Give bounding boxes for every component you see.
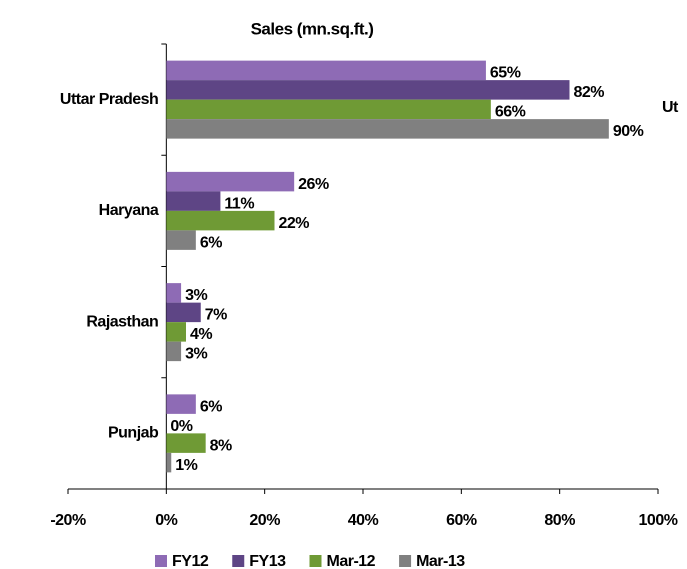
data-label: 7% xyxy=(205,307,227,324)
bar xyxy=(166,60,486,81)
legend-swatch xyxy=(399,555,412,567)
data-label: 82% xyxy=(574,84,605,101)
x-tick-label: 100% xyxy=(639,512,678,529)
legend-label: Mar-12 xyxy=(327,553,376,569)
x-tick-label: 60% xyxy=(446,512,477,529)
data-label: 65% xyxy=(490,65,521,82)
data-label: 3% xyxy=(185,346,207,363)
bar xyxy=(166,119,609,139)
data-label: 4% xyxy=(190,326,212,343)
y-tick-label: Haryana xyxy=(99,202,159,219)
data-label: 6% xyxy=(200,234,222,251)
chart-title: Sales (mn.sq.ft.) xyxy=(251,19,374,38)
bar xyxy=(166,230,196,250)
bar xyxy=(166,171,295,192)
legend-label: FY13 xyxy=(249,553,286,569)
data-label: 3% xyxy=(185,287,207,304)
data-label: 26% xyxy=(298,176,329,193)
y-tick-label: Rajasthan xyxy=(86,313,158,330)
y-tick-label: Uttar Pradesh xyxy=(60,91,158,108)
bar xyxy=(166,191,221,211)
data-label: 22% xyxy=(279,215,310,232)
x-tick-label: 80% xyxy=(544,512,575,529)
data-label: 66% xyxy=(495,104,526,121)
data-label: 90% xyxy=(613,123,644,140)
bar xyxy=(166,322,186,342)
x-tick-label: 20% xyxy=(249,512,280,529)
bar xyxy=(166,452,172,473)
bar xyxy=(166,80,570,100)
legend-swatch xyxy=(309,555,322,567)
bar xyxy=(166,283,182,303)
y-tick-label: Punjab xyxy=(108,425,159,442)
legend-label: Mar-13 xyxy=(416,553,465,569)
legend-swatch xyxy=(232,555,245,567)
data-label: 0% xyxy=(170,418,192,435)
bar xyxy=(166,433,206,453)
x-tick-label: -20% xyxy=(50,512,86,529)
bar xyxy=(166,341,182,362)
legend-swatch xyxy=(155,555,167,567)
bar xyxy=(166,394,196,414)
bar xyxy=(166,302,201,323)
annotation: Ut xyxy=(662,99,679,116)
data-label: 8% xyxy=(210,437,232,454)
data-label: 1% xyxy=(175,457,197,474)
data-label: 11% xyxy=(224,195,254,212)
data-label: 6% xyxy=(200,398,222,415)
x-tick-label: 0% xyxy=(155,512,177,529)
legend-label: FY12 xyxy=(172,553,209,569)
bar xyxy=(166,210,275,231)
x-tick-label: 40% xyxy=(348,512,379,529)
bar xyxy=(166,99,491,120)
